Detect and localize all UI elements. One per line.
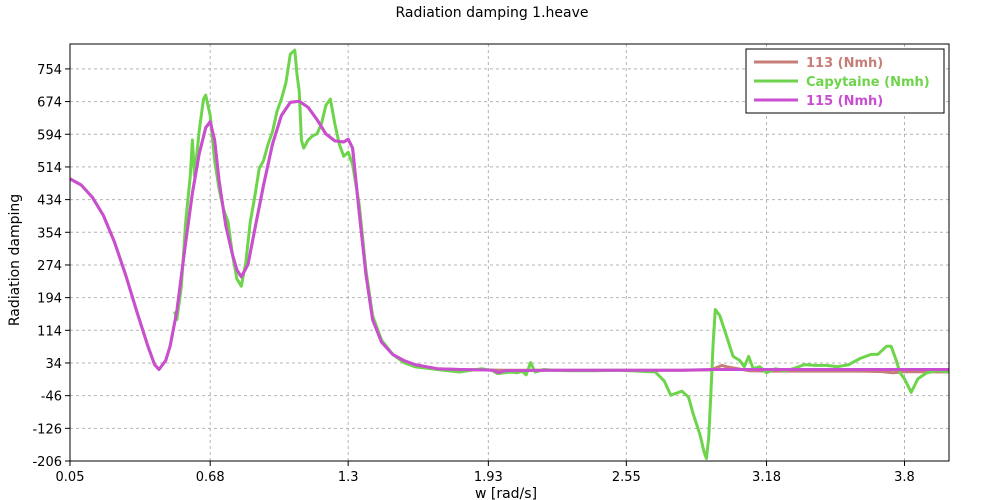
x-axis-label: w [rad/s] [475,486,537,500]
x-tick-label: 2.55 [612,470,641,485]
x-tick-label: 3.18 [752,470,781,485]
y-tick-label: 594 [37,128,62,143]
y-axis-ticks: -206 -126 -46 34 114 194 274 354 434 514 594 674 754 [32,63,70,470]
y-tick-label: -206 [32,455,62,470]
y-tick-label: -126 [32,422,62,437]
y-tick-label: -46 [41,390,62,405]
x-axis-ticks: 0.05 0.68 1.3 1.93 2.55 3.18 3.8 [56,461,915,485]
series-line-3 [69,99,949,375]
y-tick-label: 674 [37,96,62,111]
x-tick-label: 0.05 [56,470,85,485]
series-group [69,48,950,460]
y-tick-label: 274 [37,259,62,274]
x-tick-label: 3.8 [894,470,915,485]
y-tick-label: 514 [37,161,62,176]
y-tick-label: 114 [37,324,62,339]
x-tick-label: 0.68 [196,470,225,485]
y-tick-label: 434 [37,194,62,209]
x-tick-label: 1.93 [474,470,503,485]
y-tick-label: 354 [37,226,62,241]
y-tick-label: 34 [45,357,62,372]
y-axis-label: Radiation damping [7,194,23,326]
y-tick-label: 194 [37,292,62,307]
legend-label: 115 (Nmh) [806,94,883,109]
legend-label: Capytaine (Nmh) [806,75,930,90]
legend-label: 113 (Nmh) [806,56,883,71]
legend: 113 (Nmh) Capytaine (Nmh) 115 (Nmh) [745,48,945,114]
plot-frame [69,43,950,462]
chart-title: Radiation damping 1.heave [395,5,588,21]
x-tick-label: 1.3 [338,470,359,485]
y-tick-label: 754 [37,63,62,78]
